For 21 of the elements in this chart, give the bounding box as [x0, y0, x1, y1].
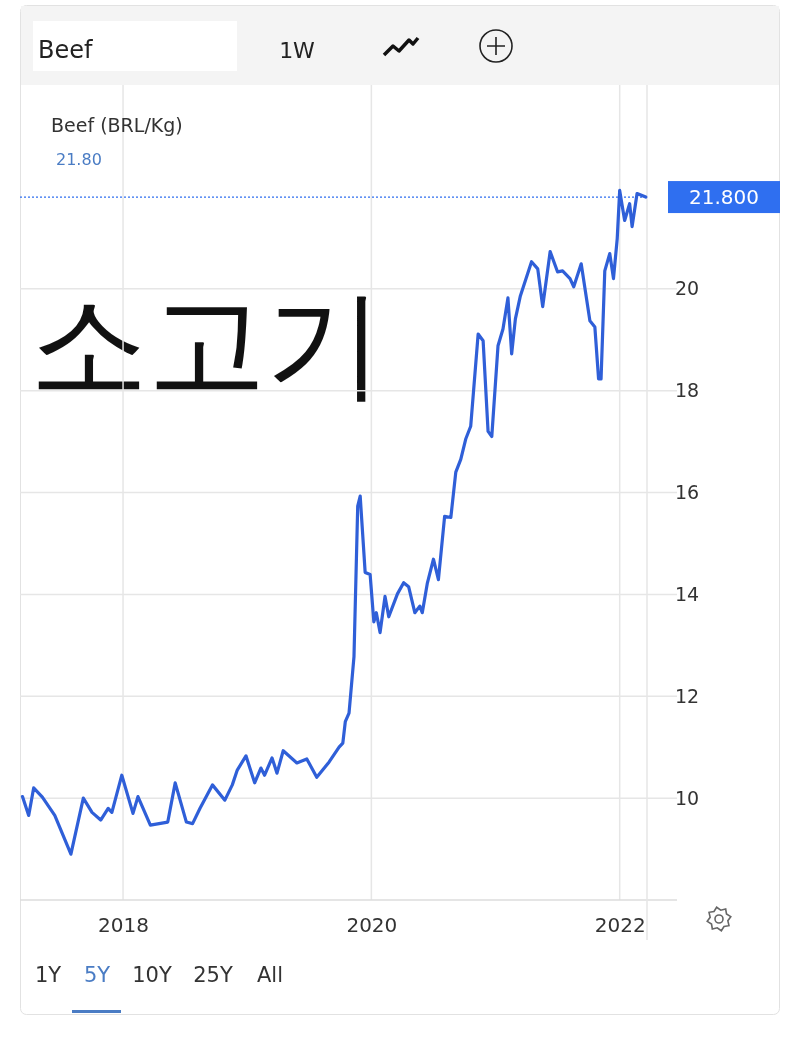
y-tick-label: 10 — [675, 786, 700, 809]
line-series — [20, 188, 648, 856]
text: 1W — [279, 38, 316, 63]
y-tick-label: 16 — [675, 481, 700, 504]
text: All — [256, 963, 284, 987]
x-tick-label: 2022 — [594, 913, 646, 938]
text: 5Y — [83, 963, 111, 987]
text: Beef — [38, 36, 93, 64]
y-tick-label: 12 — [675, 684, 700, 707]
text: 1Y — [34, 963, 62, 987]
x-tick-label: 2018 — [98, 913, 149, 938]
text: 10Y — [132, 963, 172, 987]
ref-line-label: 21.800 — [689, 185, 759, 210]
y-tick-label: 18 — [675, 379, 700, 402]
text: Beef (BRL/Kg) — [51, 114, 183, 136]
text: 21.80 — [56, 150, 102, 169]
y-tick-label: 20 — [675, 277, 700, 300]
x-tick-label: 2020 — [346, 913, 398, 938]
y-tick-label: 14 — [675, 582, 700, 605]
annotation: 소고기 — [30, 275, 384, 413]
text: 25Y — [193, 963, 233, 987]
